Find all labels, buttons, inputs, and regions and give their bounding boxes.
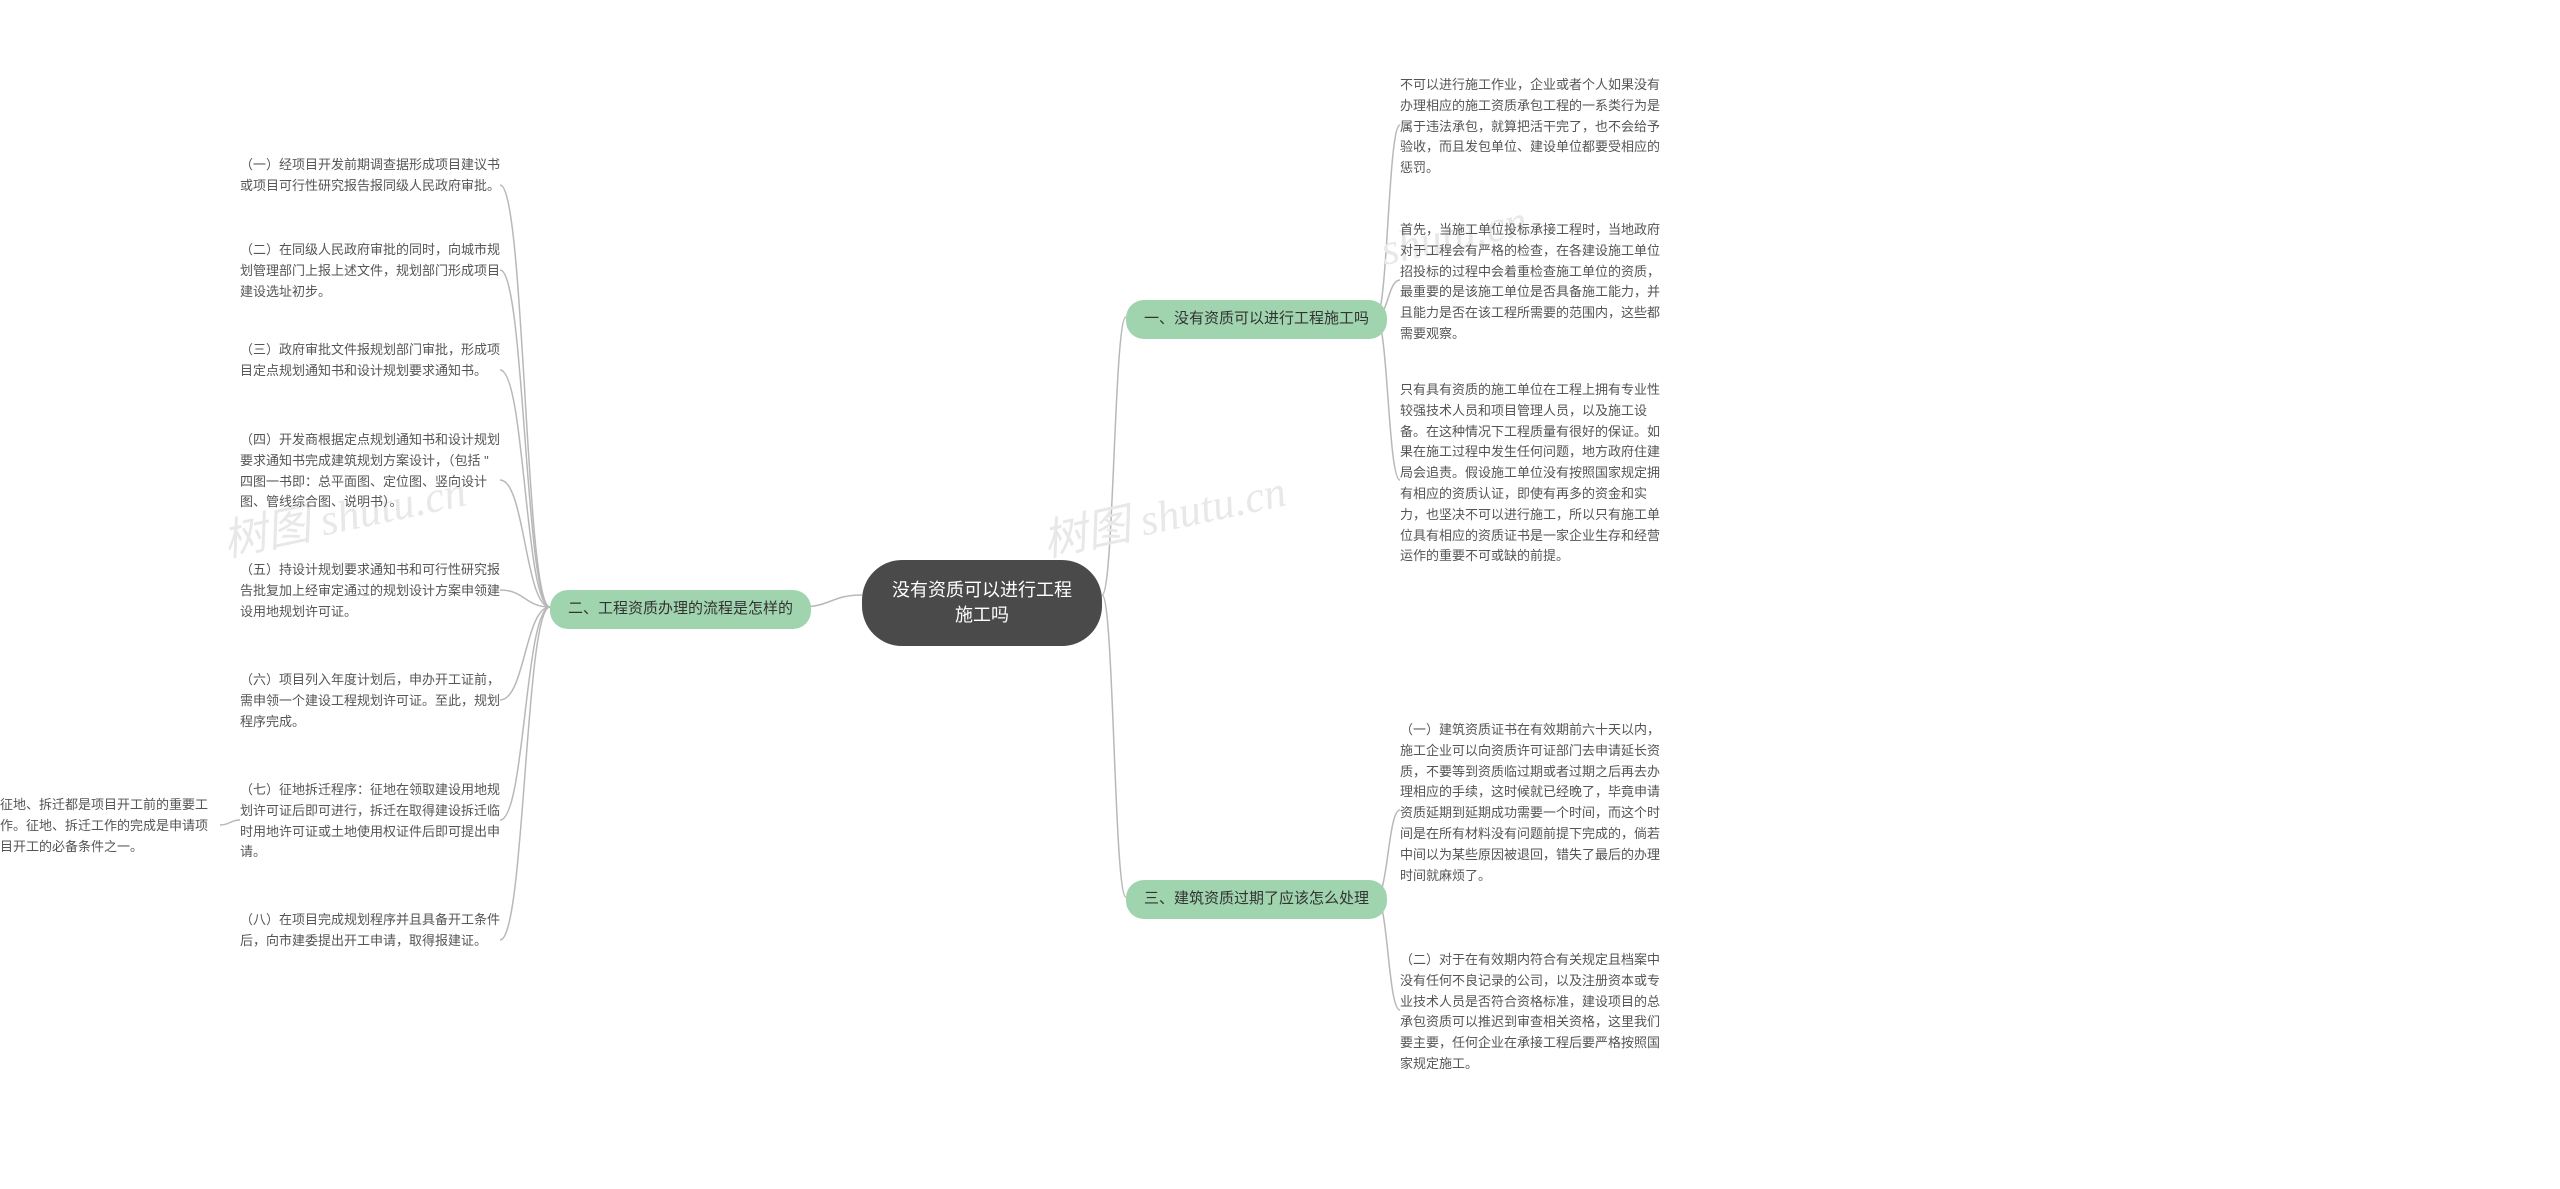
- leaf-node: （三）政府审批文件报规划部门审批，形成项目定点规划通知书和设计规划要求通知书。: [240, 340, 500, 382]
- mindmap-root: 没有资质可以进行工程施工吗: [862, 560, 1102, 646]
- leaf-node: （八）在项目完成规划程序并且具备开工条件后，向市建委提出开工申请，取得报建证。: [240, 910, 500, 952]
- branch-node: 三、建筑资质过期了应该怎么处理: [1126, 880, 1387, 919]
- leaf-node: （二）在同级人民政府审批的同时，向城市规划管理部门上报上述文件，规划部门形成项目…: [240, 240, 500, 302]
- branch-node: 二、工程资质办理的流程是怎样的: [550, 590, 811, 629]
- leaf-node: （一）建筑资质证书在有效期前六十天以内，施工企业可以向资质许可证部门去申请延长资…: [1400, 720, 1660, 886]
- leaf-node: （一）经项目开发前期调查据形成项目建议书或项目可行性研究报告报同级人民政府审批。: [240, 155, 500, 197]
- leaf-node: 首先，当施工单位投标承接工程时，当地政府对于工程会有严格的检查，在各建设施工单位…: [1400, 220, 1660, 345]
- leaf-node: 不可以进行施工作业，企业或者个人如果没有办理相应的施工资质承包工程的一系类行为是…: [1400, 75, 1660, 179]
- leaf-node: （五）持设计规划要求通知书和可行性研究报告批复加上经审定通过的规划设计方案申领建…: [240, 560, 500, 622]
- leaf-node: （四）开发商根据定点规划通知书和设计规划要求通知书完成建筑规划方案设计，（包括 …: [240, 430, 500, 513]
- leaf-node: 征地、拆迁都是项目开工前的重要工作。征地、拆迁工作的完成是申请项目开工的必备条件…: [0, 795, 220, 857]
- branch-node: 一、没有资质可以进行工程施工吗: [1126, 300, 1387, 339]
- watermark: 树图 shutu.cn: [1036, 455, 1291, 569]
- leaf-node: （六）项目列入年度计划后，申办开工证前，需申领一个建设工程规划许可证。至此，规划…: [240, 670, 500, 732]
- leaf-node: 只有具有资质的施工单位在工程上拥有专业性较强技术人员和项目管理人员，以及施工设备…: [1400, 380, 1660, 567]
- leaf-node: （七）征地拆迁程序：征地在领取建设用地规划许可证后即可进行，拆迁在取得建设拆迁临…: [240, 780, 500, 863]
- leaf-node: （二）对于在有效期内符合有关规定且档案中没有任何不良记录的公司，以及注册资本或专…: [1400, 950, 1660, 1075]
